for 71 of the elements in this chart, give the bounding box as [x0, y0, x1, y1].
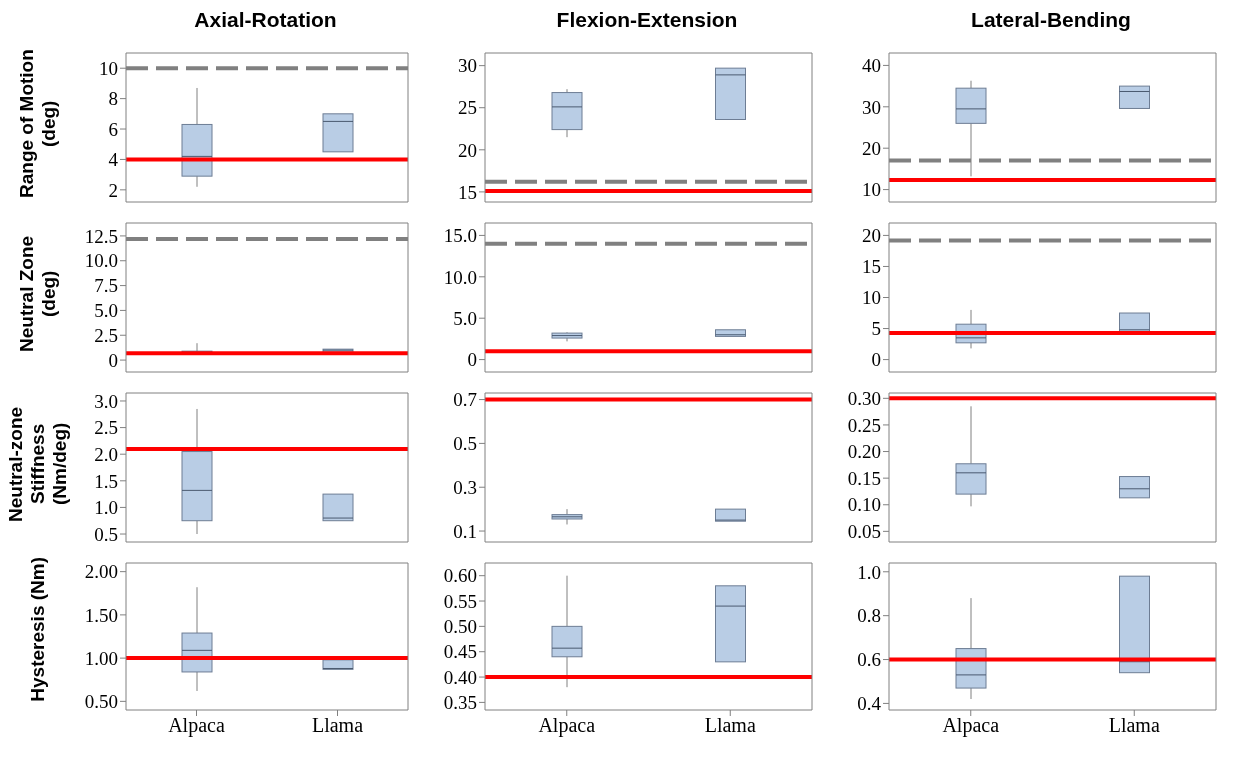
y-tick-label: 15.0	[443, 225, 477, 247]
y-tick-label: 10.0	[443, 266, 477, 288]
y-tick-label: 40	[862, 55, 881, 77]
y-tick-label: 30	[458, 55, 477, 77]
y-tick-label: 15	[862, 256, 881, 278]
y-tick-label: 10	[862, 179, 881, 201]
y-tick-label: 10	[99, 57, 118, 79]
chart-title: Axial-Rotation	[193, 8, 338, 33]
y-tick-label: 0.45	[443, 641, 477, 663]
y-tick-label: 8	[108, 88, 118, 110]
y-tick-label: 0.10	[847, 494, 881, 516]
x-tick-label: Llama	[1108, 714, 1160, 737]
y-tick-label: 5.0	[94, 300, 118, 322]
chart-title: Lateral-Bending	[970, 8, 1132, 33]
y-tick-label: 3.0	[94, 390, 118, 412]
y-tick-label: 2.0	[94, 443, 118, 465]
y-axis-title: Neutral Zone (deg)	[16, 234, 60, 355]
y-axis-title: Neutral-zone Stiffness (Nm/deg)	[5, 405, 71, 524]
x-tick-label: Alpaca	[538, 714, 596, 738]
y-tick-label: 0.35	[443, 692, 477, 714]
y-tick-label: 0.40	[443, 666, 477, 688]
y-tick-label: 2.5	[94, 324, 118, 346]
y-tick-label: 0.4	[857, 693, 882, 715]
y-tick-label: 30	[862, 96, 881, 118]
y-tick-label: 0.30	[847, 388, 881, 410]
x-tick-label: Llama	[311, 714, 364, 737]
y-tick-label: 0.05	[847, 521, 881, 543]
y-tick-label: 20	[862, 137, 881, 159]
y-tick-label: 1.0	[94, 497, 118, 519]
y-tick-label: 0.3	[453, 476, 477, 498]
y-tick-label: 6	[108, 118, 118, 140]
y-axis-title: Hysteresis (Nm)	[27, 556, 49, 702]
y-tick-label: 0.5	[453, 433, 477, 455]
y-tick-label: 0.25	[847, 414, 881, 436]
y-tick-label: 10.0	[84, 250, 118, 272]
y-tick-label: 2.5	[94, 417, 118, 439]
y-tick-label: 1.5	[94, 470, 118, 492]
y-tick-label: 5.0	[453, 307, 477, 329]
y-tick-label: 2	[108, 179, 118, 201]
y-tick-label: 0.20	[847, 441, 881, 463]
y-tick-label: 0.7	[453, 389, 477, 411]
y-tick-label: 1.0	[857, 561, 881, 583]
y-axis-title: Range of Motion (deg)	[16, 48, 60, 201]
y-tick-label: 0.50	[84, 691, 118, 713]
y-tick-label: 0	[467, 349, 477, 371]
y-tick-label: 0.50	[443, 616, 477, 638]
y-tick-label: 10	[862, 287, 881, 309]
y-tick-label: 0.55	[443, 590, 477, 612]
y-tick-label: 0	[871, 349, 881, 371]
x-tick-label: Alpaca	[942, 714, 1000, 738]
y-tick-label: 20	[458, 139, 477, 161]
y-tick-label: 1.00	[84, 647, 118, 669]
y-tick-label: 0.8	[857, 605, 881, 627]
y-tick-label: 2.00	[84, 561, 118, 583]
y-tick-label: 0.15	[847, 467, 881, 489]
y-tick-label: 20	[862, 225, 881, 247]
y-tick-label: 0.5	[94, 523, 118, 545]
chart-title: Flexion-Extension	[555, 8, 739, 33]
y-tick-label: 12.5	[84, 225, 118, 247]
y-tick-label: 4	[108, 149, 119, 171]
y-tick-label: 0	[108, 349, 118, 371]
y-tick-label: 0.1	[453, 520, 477, 542]
x-tick-label: Llama	[704, 714, 756, 737]
y-tick-label: 15	[458, 181, 477, 203]
y-tick-label: 25	[458, 97, 477, 119]
y-tick-label: 0.60	[443, 565, 477, 587]
y-tick-label: 1.50	[84, 604, 118, 626]
x-tick-label: Alpaca	[168, 714, 225, 738]
y-tick-label: 7.5	[94, 275, 118, 297]
y-tick-label: 0.6	[857, 649, 881, 671]
y-tick-label: 5	[871, 318, 881, 340]
